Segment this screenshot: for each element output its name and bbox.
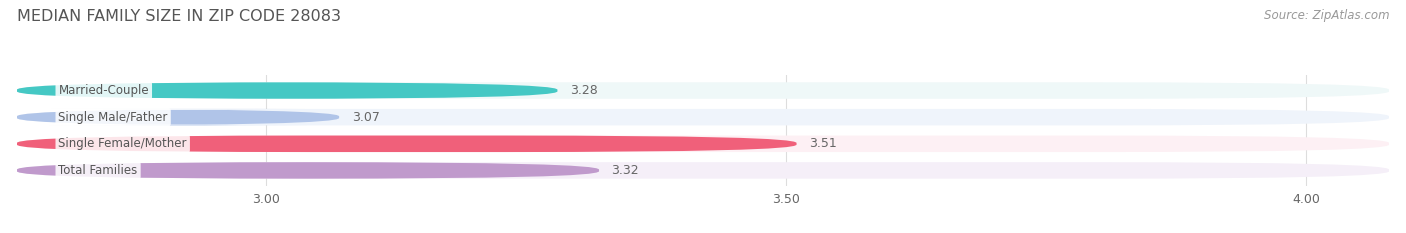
FancyBboxPatch shape <box>17 82 557 99</box>
FancyBboxPatch shape <box>17 109 339 125</box>
FancyBboxPatch shape <box>17 136 1389 152</box>
Text: 3.28: 3.28 <box>569 84 598 97</box>
FancyBboxPatch shape <box>17 162 599 179</box>
Text: 3.07: 3.07 <box>352 111 380 124</box>
Text: MEDIAN FAMILY SIZE IN ZIP CODE 28083: MEDIAN FAMILY SIZE IN ZIP CODE 28083 <box>17 9 340 24</box>
FancyBboxPatch shape <box>17 109 1389 125</box>
FancyBboxPatch shape <box>17 136 797 152</box>
Text: 3.51: 3.51 <box>808 137 837 150</box>
Text: 3.32: 3.32 <box>612 164 640 177</box>
Text: Source: ZipAtlas.com: Source: ZipAtlas.com <box>1264 9 1389 22</box>
FancyBboxPatch shape <box>17 82 1389 99</box>
Text: Single Male/Father: Single Male/Father <box>59 111 167 124</box>
Text: Married-Couple: Married-Couple <box>59 84 149 97</box>
Text: Total Families: Total Families <box>59 164 138 177</box>
FancyBboxPatch shape <box>17 162 1389 179</box>
Text: Single Female/Mother: Single Female/Mother <box>59 137 187 150</box>
